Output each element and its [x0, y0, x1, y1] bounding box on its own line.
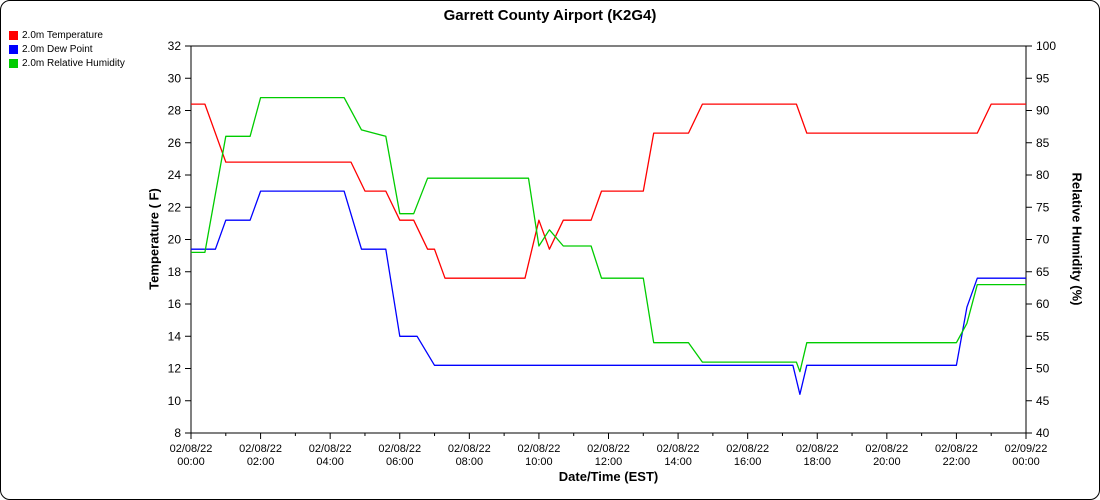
- left-axis-tick-label: 28: [168, 104, 182, 118]
- right-axis-tick-label: 90: [1036, 104, 1050, 118]
- x-axis-tick-date: 02/08/22: [935, 443, 978, 455]
- right-axis-tick-label: 45: [1036, 394, 1050, 408]
- left-axis-tick-label: 22: [168, 200, 182, 214]
- x-axis-tick-time: 22:00: [943, 456, 971, 468]
- left-axis-tick-label: 32: [168, 39, 182, 53]
- x-axis-tick-time: 12:00: [595, 456, 623, 468]
- 2-0m-relative-humidity-line: [191, 96, 1026, 373]
- left-axis-tick-label: 30: [168, 71, 182, 85]
- left-axis-tick-label: 14: [168, 329, 182, 343]
- x-axis-tick-time: 00:00: [177, 456, 205, 468]
- left-axis-tick-label: 24: [168, 168, 182, 182]
- right-axis-tick-label: 100: [1036, 39, 1056, 53]
- legend-swatch-icon: [9, 30, 18, 40]
- right-axis-tick-label: 80: [1036, 168, 1050, 182]
- x-axis-tick-time: 02:00: [247, 456, 275, 468]
- x-axis-tick-date: 02/08/22: [309, 443, 352, 455]
- x-axis-tick-date: 02/08/22: [518, 443, 561, 455]
- 2-0m-temperature-line: [191, 103, 1026, 279]
- right-axis-tick-label: 85: [1036, 136, 1050, 150]
- x-axis-title: Date/Time (EST): [558, 469, 659, 484]
- x-axis-tick-date: 02/08/22: [657, 443, 700, 455]
- x-axis-tick-date: 02/08/22: [796, 443, 839, 455]
- chart-title: Garrett County Airport (K2G4): [443, 7, 657, 24]
- legend-label: 2.0m Temperature: [22, 29, 103, 41]
- right-axis-tick-label: 70: [1036, 233, 1050, 247]
- legend: 2.0m Temperature 2.0m Dew Point 2.0m Relat…: [9, 28, 125, 70]
- x-axis-tick-time: 00:00: [1012, 456, 1040, 468]
- left-axis-tick-label: 20: [168, 233, 182, 247]
- left-axis-tick-label: 8: [174, 426, 181, 440]
- x-axis-tick-date: 02/08/22: [239, 443, 282, 455]
- right-axis-tick-label: 55: [1036, 329, 1050, 343]
- left-axis-tick-label: 16: [168, 297, 182, 311]
- right-axis-tick-label: 65: [1036, 265, 1050, 279]
- right-axis-tick-label: 40: [1036, 426, 1050, 440]
- left-axis-tick-label: 10: [168, 394, 182, 408]
- legend-swatch-icon: [9, 44, 18, 54]
- x-axis-tick-date: 02/08/22: [170, 443, 213, 455]
- right-axis-tick-label: 60: [1036, 297, 1050, 311]
- 2-0m-dew-point-line: [191, 190, 1026, 395]
- right-axis-tick-label: 50: [1036, 362, 1050, 376]
- legend-item: 2.0m Dew Point: [9, 42, 125, 56]
- x-axis-tick-time: 04:00: [316, 456, 344, 468]
- x-axis-tick-date: 02/08/22: [378, 443, 421, 455]
- x-axis-tick-time: 06:00: [386, 456, 414, 468]
- right-axis-tick-label: 95: [1036, 71, 1050, 85]
- legend-label: 2.0m Relative Humidity: [22, 57, 125, 69]
- legend-item: 2.0m Relative Humidity: [9, 56, 125, 70]
- x-axis-tick-date: 02/08/22: [587, 443, 630, 455]
- legend-item: 2.0m Temperature: [9, 28, 125, 42]
- x-axis-tick-time: 10:00: [525, 456, 553, 468]
- left-axis-tick-label: 26: [168, 136, 182, 150]
- x-axis-tick-time: 16:00: [734, 456, 762, 468]
- right-axis-tick-label: 75: [1036, 200, 1050, 214]
- x-axis-tick-time: 14:00: [664, 456, 692, 468]
- x-axis-tick-time: 08:00: [456, 456, 484, 468]
- x-axis-tick-date: 02/08/22: [726, 443, 769, 455]
- left-axis-tick-label: 12: [168, 362, 182, 376]
- x-axis-tick-time: 20:00: [873, 456, 901, 468]
- legend-swatch-icon: [9, 58, 18, 68]
- x-axis-tick-date: 02/09/22: [1005, 443, 1048, 455]
- plot-border: [190, 45, 1027, 434]
- x-axis-tick-date: 02/08/22: [865, 443, 908, 455]
- legend-label: 2.0m Dew Point: [22, 43, 93, 55]
- left-axis-tick-label: 18: [168, 265, 182, 279]
- x-axis-tick-date: 02/08/22: [448, 443, 491, 455]
- x-axis-tick-time: 18:00: [803, 456, 831, 468]
